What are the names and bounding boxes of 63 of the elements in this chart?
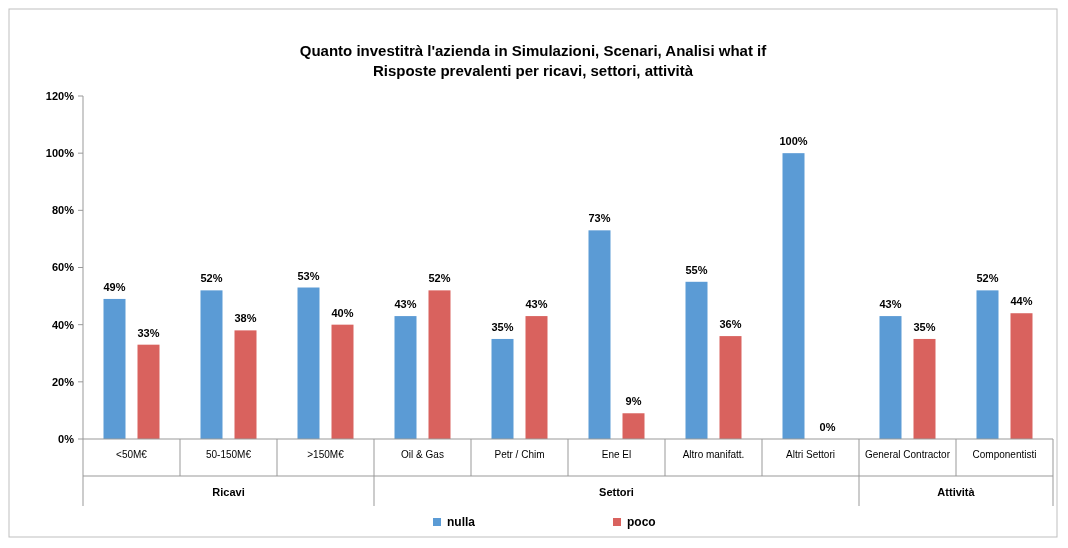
chart-subtitle: Risposte prevalenti per ricavi, settori, attività [372,62,694,79]
text: 0% [819,421,836,433]
y-tick-label: 40% [51,318,75,331]
bar [1010,313,1033,439]
text: 52% [200,272,223,285]
bar [976,290,999,439]
chart-title: Quanto investitrà l'azienda in Simulazioni, Scenari, Analisi what if [299,42,768,59]
text: 53% [297,269,320,282]
text: 52% [976,272,999,285]
x-tick-label: Componentisti [972,449,1037,460]
text: 44% [1010,295,1033,308]
bar [428,290,451,439]
bar [879,316,902,439]
text: 40% [331,306,354,319]
text: 33% [137,326,160,339]
text: 100% [779,135,808,148]
text: 73% [588,212,611,225]
bar [622,413,645,439]
legend-label: nulla [447,515,476,529]
text: 9% [625,395,642,408]
x-tick-label: >150M€ [307,449,345,460]
x-tick-label: Altri Settori [786,449,835,460]
x-tick-label: Petr / Chim [494,449,545,460]
text: 35% [491,320,514,333]
text: 35% [913,320,936,333]
text: Settori [599,486,634,498]
bar [491,338,514,439]
bar [331,324,354,439]
bar [685,281,708,439]
y-tick-label: 100% [45,147,75,160]
bar [525,316,548,439]
bar [782,153,805,439]
text: Attività [937,486,976,498]
y-tick-label: 60% [51,261,75,274]
text: 52% [428,272,451,285]
y-tick-label: 20% [51,375,75,388]
text: 43% [879,298,902,311]
bar [297,287,320,439]
text: 55% [685,263,708,276]
bar [588,230,611,439]
text: 38% [234,312,257,325]
text: 49% [103,280,126,293]
bar [103,298,126,439]
x-tick-label: Ene El [601,449,632,460]
x-tick-label: 50-150M€ [205,449,252,460]
y-tick-label: 80% [51,204,75,217]
y-tick-label: 120% [45,89,75,102]
text: 36% [719,318,742,331]
x-tick-label: Altro manifatt. [682,449,745,460]
bar [137,344,160,439]
bar [200,290,223,439]
text: 43% [394,298,417,311]
x-tick-label: <50M€ [116,449,148,460]
x-tick-label: Oil & Gas [401,449,444,460]
bar [719,336,742,439]
text: 43% [525,298,548,311]
text: Ricavi [212,486,245,498]
bar [913,338,936,439]
bar [234,330,257,439]
x-tick-label: General Contractor [864,449,951,460]
bar [394,316,417,439]
y-tick-label: 0% [58,432,75,445]
legend-label: poco [627,515,656,529]
